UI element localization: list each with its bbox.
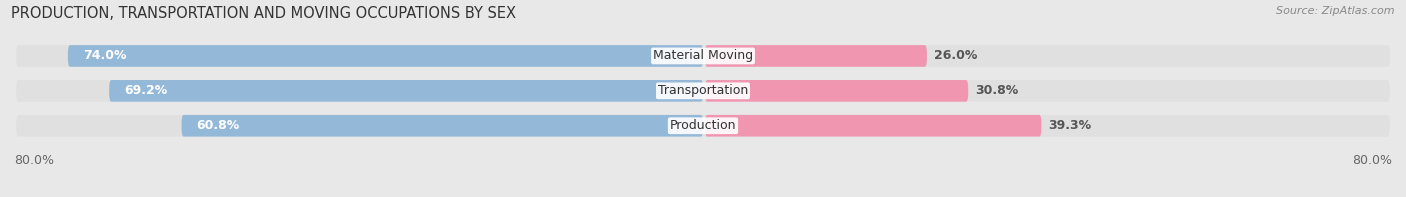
Text: PRODUCTION, TRANSPORTATION AND MOVING OCCUPATIONS BY SEX: PRODUCTION, TRANSPORTATION AND MOVING OC… (11, 6, 516, 21)
FancyBboxPatch shape (17, 80, 1389, 102)
Text: Production: Production (669, 119, 737, 132)
FancyBboxPatch shape (706, 115, 1042, 137)
Text: 60.8%: 60.8% (197, 119, 240, 132)
FancyBboxPatch shape (181, 115, 703, 137)
Text: 74.0%: 74.0% (83, 49, 127, 62)
Text: 69.2%: 69.2% (124, 84, 167, 97)
FancyBboxPatch shape (67, 45, 703, 67)
Text: Transportation: Transportation (658, 84, 748, 97)
Text: 80.0%: 80.0% (14, 154, 53, 167)
Text: 39.3%: 39.3% (1049, 119, 1091, 132)
Text: 80.0%: 80.0% (1353, 154, 1392, 167)
FancyBboxPatch shape (17, 45, 1389, 67)
FancyBboxPatch shape (17, 115, 1389, 137)
Text: Source: ZipAtlas.com: Source: ZipAtlas.com (1277, 6, 1395, 16)
Text: Material Moving: Material Moving (652, 49, 754, 62)
FancyBboxPatch shape (706, 45, 927, 67)
FancyBboxPatch shape (706, 80, 969, 102)
Text: 30.8%: 30.8% (976, 84, 1018, 97)
FancyBboxPatch shape (110, 80, 703, 102)
Text: 26.0%: 26.0% (934, 49, 977, 62)
